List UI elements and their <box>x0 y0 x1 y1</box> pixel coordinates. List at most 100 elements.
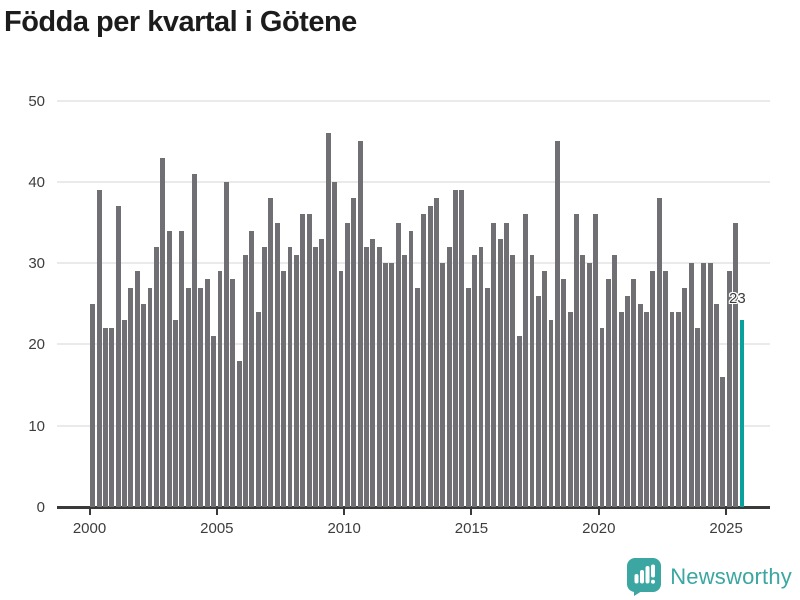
bar <box>414 287 420 507</box>
bar <box>185 287 191 507</box>
bar <box>593 214 599 507</box>
bar <box>580 255 586 507</box>
bar <box>421 214 427 507</box>
bar <box>383 263 388 507</box>
bar <box>198 287 204 507</box>
bar <box>586 263 592 507</box>
bar <box>446 246 452 507</box>
bar <box>376 246 382 507</box>
bar <box>287 246 293 507</box>
y-axis-tick-label: 0 <box>36 499 45 516</box>
highlighted-bar <box>739 320 745 507</box>
bar <box>599 328 605 507</box>
bar <box>115 206 121 507</box>
x-axis-line <box>57 506 770 509</box>
bar <box>102 328 108 507</box>
bar <box>459 190 465 507</box>
x-axis-tick-label: 2020 <box>582 520 616 537</box>
x-axis-tick-mark <box>343 509 346 515</box>
bar <box>204 279 210 507</box>
bar <box>166 230 172 507</box>
bar <box>535 295 541 507</box>
bar <box>529 255 535 507</box>
bar <box>574 214 579 507</box>
bar <box>408 230 414 507</box>
x-axis-tick-label: 2010 <box>327 520 361 537</box>
bar <box>109 328 115 507</box>
bar <box>707 263 713 507</box>
gridline <box>57 424 770 427</box>
bar <box>567 311 573 507</box>
bar <box>624 295 630 507</box>
x-axis-tick-mark <box>470 509 473 515</box>
x-axis-tick-label: 2005 <box>200 520 234 537</box>
bar <box>523 214 529 507</box>
bar <box>344 222 350 507</box>
bar <box>96 190 102 507</box>
bar <box>656 198 662 507</box>
bar <box>478 246 484 507</box>
bar <box>453 190 458 507</box>
bar <box>720 376 726 507</box>
bar <box>714 303 719 507</box>
x-axis-tick-label: 2000 <box>72 520 107 537</box>
bar <box>332 181 338 507</box>
bar <box>637 303 643 507</box>
bar <box>357 141 363 507</box>
bar <box>497 238 503 507</box>
bar <box>90 303 96 507</box>
bar <box>675 311 681 507</box>
y-axis-tick-label: 40 <box>28 173 45 191</box>
bar <box>726 271 732 507</box>
bar <box>243 255 248 507</box>
bar <box>217 271 223 507</box>
bar <box>484 287 490 507</box>
bar <box>134 271 140 507</box>
bar <box>293 255 299 507</box>
newsworthy-logo-icon <box>627 558 662 596</box>
x-axis-tick-mark <box>88 509 91 515</box>
bar <box>682 287 688 507</box>
bar <box>554 141 560 507</box>
bar <box>465 287 471 507</box>
x-axis-tick-mark <box>725 509 728 515</box>
y-axis-tick-label: 10 <box>28 417 45 435</box>
x-axis-tick-label: 2015 <box>454 520 489 537</box>
gridline <box>57 262 770 265</box>
bar <box>325 133 331 507</box>
gridline <box>57 180 770 183</box>
bar <box>510 255 516 507</box>
bar <box>236 360 242 507</box>
y-axis-tick-label: 20 <box>28 336 45 354</box>
bar <box>631 279 637 507</box>
bar <box>281 271 287 507</box>
plot-area: 0 10 20 30 40 50 2000 2005 2010 2015 2020 2025 <box>28 93 770 537</box>
bar <box>650 271 656 507</box>
bar <box>160 157 166 507</box>
bar <box>306 214 312 507</box>
newsworthy-brand-link[interactable]: Newsworthy <box>627 558 792 596</box>
bar <box>211 336 217 507</box>
bar <box>268 198 274 507</box>
bar <box>701 263 707 507</box>
bar <box>147 287 153 507</box>
bar <box>141 303 147 507</box>
bar <box>669 311 675 507</box>
bar <box>644 311 649 507</box>
bar <box>319 238 325 507</box>
bar <box>173 320 178 507</box>
bar <box>605 279 611 507</box>
gridline <box>57 99 770 102</box>
bar <box>663 271 669 507</box>
highlight-value-label: 23 <box>729 290 746 308</box>
bar <box>262 246 268 507</box>
bar <box>153 246 159 507</box>
bar <box>695 328 700 507</box>
x-axis-tick-label: 2025 <box>709 520 743 537</box>
bar <box>472 255 478 507</box>
bar <box>688 263 694 507</box>
bar <box>516 336 522 507</box>
bar <box>427 206 433 507</box>
bar <box>612 255 618 507</box>
y-axis-tick-label: 30 <box>28 255 45 273</box>
